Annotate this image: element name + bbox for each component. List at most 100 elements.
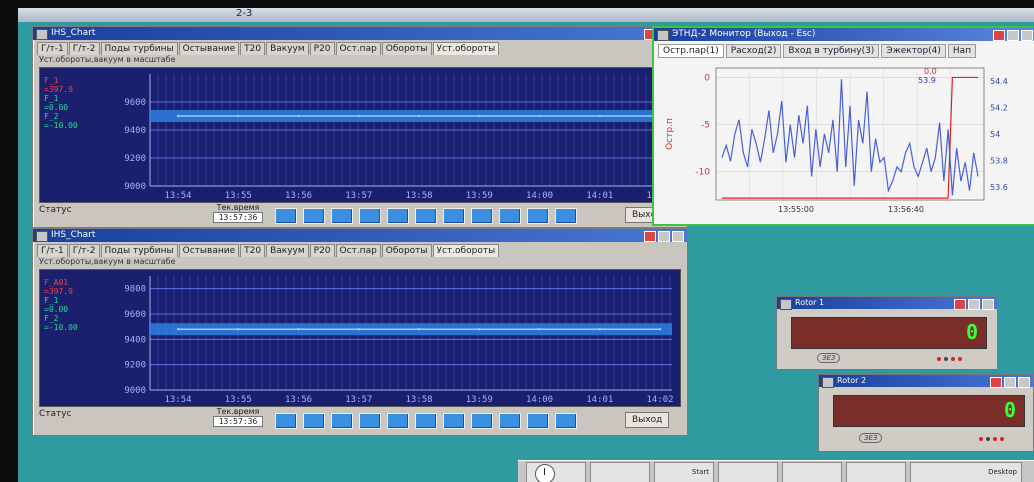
maximize-icon[interactable] <box>1021 30 1033 41</box>
taskbar-clock-button[interactable] <box>526 462 586 482</box>
plot-frame <box>715 67 985 201</box>
desktop: 2-3 IHS_Chart Г/т-1 Г/т-2 Поды турбины О… <box>18 8 1034 482</box>
maximize-icon[interactable] <box>982 299 994 310</box>
titlebar[interactable]: ЭТНД-2 Монитор (Выход - Esc) <box>654 28 1034 41</box>
close-icon[interactable] <box>990 377 1002 388</box>
minimize-icon[interactable] <box>1007 30 1019 41</box>
maximize-icon[interactable] <box>672 231 684 242</box>
time-value: 13:57:36 <box>213 212 263 223</box>
data-point <box>478 328 481 331</box>
toolbar-button[interactable] <box>555 208 577 224</box>
legend-value: =-10.00 <box>44 121 78 130</box>
tab[interactable]: Поды турбины <box>100 42 178 55</box>
toolbar <box>275 413 577 429</box>
minimize-icon[interactable] <box>1004 377 1016 388</box>
rotor-title: Rotor 1 <box>795 298 825 307</box>
toolbar-button[interactable] <box>471 208 493 224</box>
exit-button[interactable]: Выход <box>625 412 670 428</box>
tab[interactable]: Г/т-2 <box>68 42 100 55</box>
taskbar-app-button[interactable] <box>846 462 906 482</box>
toolbar-button[interactable] <box>499 208 521 224</box>
y-tick-label: 0 <box>704 73 710 83</box>
y-tick-label: 9000 <box>124 182 146 192</box>
toolbar-button[interactable] <box>275 208 297 224</box>
chart-subtitle: Уст.обороты,вакуум в масштабе <box>39 257 176 266</box>
minimize-icon[interactable] <box>658 231 670 242</box>
close-icon[interactable] <box>993 30 1005 41</box>
toolbar-button[interactable] <box>275 413 297 429</box>
tab[interactable]: Обороты <box>381 42 432 55</box>
chart-window-bottom: IHS_Chart Г/т-1 Г/т-2 Поды турбины Остыв… <box>32 228 688 436</box>
app-icon <box>657 30 669 41</box>
titlebar[interactable]: IHS_Chart <box>33 27 687 40</box>
tab[interactable]: Обороты <box>381 244 432 257</box>
titlebar[interactable]: IHS_Chart <box>33 229 687 242</box>
tab-bar: Г/т-1 Г/т-2 Поды турбины Остывание T20 В… <box>33 40 687 55</box>
taskbar-chart-button[interactable] <box>590 462 650 482</box>
toolbar-button[interactable] <box>415 208 437 224</box>
toolbar-button[interactable] <box>331 208 353 224</box>
tab[interactable]: Г/т-2 <box>68 244 100 257</box>
app-icon <box>36 231 48 242</box>
tab-selected[interactable]: Уст.обороты <box>432 42 500 55</box>
taskbar: Start Desktop <box>518 460 1034 482</box>
tab-selected[interactable]: Уст.обороты <box>432 244 500 257</box>
toolbar-button[interactable] <box>359 208 381 224</box>
toolbar-button[interactable] <box>303 413 325 429</box>
toolbar-button[interactable] <box>499 413 521 429</box>
tab[interactable]: P20 <box>309 42 335 55</box>
x-tick-label: 13:59 <box>466 191 493 201</box>
tab[interactable]: P20 <box>309 244 335 257</box>
tab[interactable]: Вакуум <box>266 244 309 257</box>
tab[interactable]: T20 <box>240 42 266 55</box>
close-icon[interactable] <box>644 231 656 242</box>
toolbar-button[interactable] <box>443 413 465 429</box>
tab[interactable]: Г/т-1 <box>37 244 68 257</box>
tab[interactable]: Ост.пар <box>335 244 381 257</box>
taskbar-start-button[interactable]: Start <box>654 462 714 482</box>
x-tick-label: 14:02 <box>646 395 673 405</box>
toolbar-button[interactable] <box>471 413 493 429</box>
tab[interactable]: Поды турбины <box>100 244 178 257</box>
tab[interactable]: Остывание <box>178 244 240 257</box>
toolbar-button[interactable] <box>331 413 353 429</box>
maximize-icon[interactable] <box>1018 377 1030 388</box>
tab[interactable]: Ост.пар <box>335 42 381 55</box>
titlebar[interactable]: Rotor 1 <box>777 297 997 310</box>
y-tick-label: -5 <box>701 121 710 131</box>
toolbar-button[interactable] <box>303 208 325 224</box>
chart-subtitle: Уст.обороты,вакуум в масштабе <box>39 55 176 64</box>
taskbar-app-button[interactable] <box>782 462 842 482</box>
minimize-icon[interactable] <box>968 299 980 310</box>
taskbar-app-button[interactable] <box>718 462 778 482</box>
taskbar-tray[interactable]: Desktop <box>910 462 1022 482</box>
close-icon[interactable] <box>954 299 966 310</box>
toolbar-button[interactable] <box>387 208 409 224</box>
toolbar-button[interactable] <box>527 413 549 429</box>
y-tick-label: 9800 <box>124 285 146 295</box>
toolbar-button[interactable] <box>359 413 381 429</box>
toolbar-button[interactable] <box>443 208 465 224</box>
toolbar-button[interactable] <box>415 413 437 429</box>
tab[interactable]: Нап <box>947 44 977 58</box>
toolbar-button[interactable] <box>387 413 409 429</box>
series-line <box>721 79 979 196</box>
tab[interactable]: Эжектор(4) <box>881 44 946 58</box>
tab[interactable]: Вход в турбину(3) <box>783 44 880 58</box>
window-title: IHS_Chart <box>51 28 96 38</box>
tab[interactable]: Г/т-1 <box>37 42 68 55</box>
led <box>944 357 948 361</box>
trend-plot: 9000 9200 9400 9600 13:54 13:55 13:56 13:57 13:5… <box>39 67 681 203</box>
tab-selected[interactable]: Остр.пар(1) <box>658 44 724 58</box>
toolbar-button[interactable] <box>527 208 549 224</box>
tab[interactable]: Вакуум <box>266 42 309 55</box>
tab[interactable]: T20 <box>240 244 266 257</box>
led <box>958 357 962 361</box>
status-leds <box>979 437 1004 441</box>
logo: ЗЕЗ <box>817 353 841 363</box>
titlebar[interactable]: Rotor 2 <box>819 375 1033 388</box>
tab[interactable]: Остывание <box>178 42 240 55</box>
toolbar-button[interactable] <box>555 413 577 429</box>
x-tick-label: 13:55 <box>225 395 252 405</box>
tab[interactable]: Расход(2) <box>725 44 782 58</box>
